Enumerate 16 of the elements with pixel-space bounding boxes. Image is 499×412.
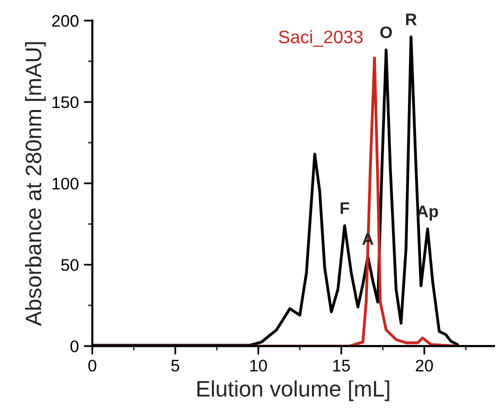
annotation: O [380,26,392,38]
y-tick-label: 100 [52,178,78,190]
series-label: Saci_2033 [278,30,363,47]
x-axis-title: Elution volume [mL] [197,380,390,402]
y-tick-label: 200 [52,15,78,27]
x-tick-label: 5 [171,360,180,372]
y-axis-title: Absorbance at 280nm [mAU] [25,42,46,326]
y-tick-label: 50 [61,259,78,271]
y-tick-label: 0 [70,340,78,352]
x-tick-label: 15 [333,360,350,372]
annotation: F [340,202,350,214]
annotation: R [406,14,417,26]
y-tick-label: 150 [52,96,78,108]
x-tick-label: 20 [416,360,433,372]
x-tick-label: 0 [88,360,96,372]
x-tick-label: 10 [250,360,267,372]
